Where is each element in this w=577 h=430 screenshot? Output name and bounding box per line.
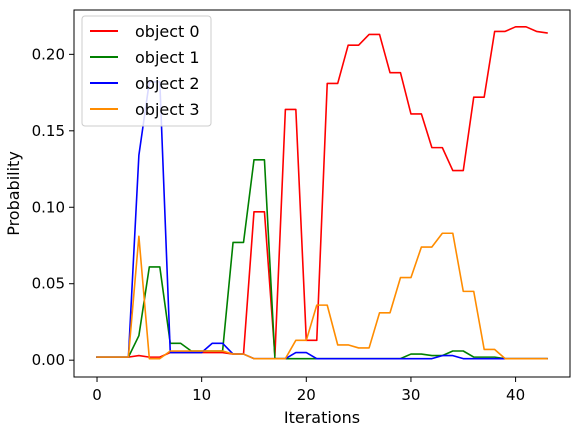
y-tick-label: 0.00 <box>32 351 65 369</box>
x-tick-label: 10 <box>192 386 211 404</box>
x-tick-label: 40 <box>506 386 525 404</box>
series-line-3 <box>96 232 548 360</box>
y-axis: 0.00 0.05 0.10 0.15 0.20 <box>32 45 74 369</box>
x-tick-label: 0 <box>92 386 102 404</box>
x-tick-label: 30 <box>401 386 420 404</box>
x-axis: 0 10 20 30 40 <box>92 377 525 404</box>
legend-label-2: object 2 <box>135 74 200 93</box>
legend-label-1: object 1 <box>135 48 200 67</box>
series-layer <box>96 26 548 360</box>
y-tick-label: 0.10 <box>32 198 65 216</box>
series-line-2 <box>96 81 548 360</box>
y-tick-label: 0.05 <box>32 275 65 293</box>
y-tick-label: 0.15 <box>32 122 65 140</box>
plot-frame <box>73 9 571 378</box>
y-tick-label: 0.20 <box>32 45 65 63</box>
legend-frame <box>81 15 212 127</box>
legend-label-0: object 0 <box>135 22 200 41</box>
y-axis-label: Probability <box>4 151 23 236</box>
x-tick-label: 20 <box>297 386 316 404</box>
x-axis-label: Iterations <box>284 408 360 427</box>
legend: object 0 object 1 object 2 object 3 <box>81 15 212 127</box>
legend-label-3: object 3 <box>135 100 200 119</box>
